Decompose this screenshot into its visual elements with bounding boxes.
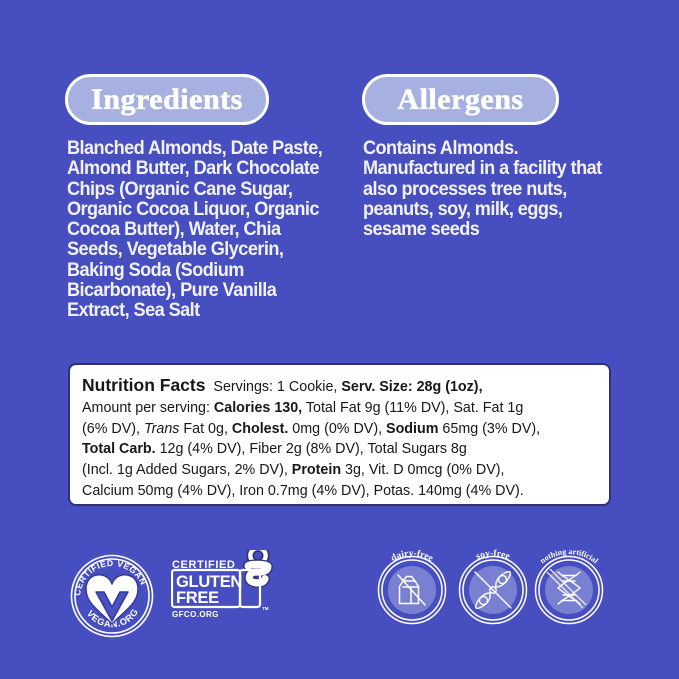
svg-text:GFCO.ORG: GFCO.ORG (172, 610, 219, 619)
svg-text:dairy-free: dairy-free (390, 549, 435, 564)
svg-text:FREE: FREE (176, 589, 219, 607)
svg-text:TM: TM (262, 606, 269, 611)
